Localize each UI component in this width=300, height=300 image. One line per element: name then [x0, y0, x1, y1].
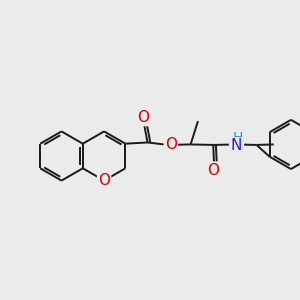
Text: N: N [230, 138, 242, 153]
Text: H: H [233, 131, 243, 145]
Text: O: O [137, 110, 149, 125]
Text: O: O [98, 173, 110, 188]
Text: O: O [207, 163, 219, 178]
Text: O: O [165, 137, 177, 152]
